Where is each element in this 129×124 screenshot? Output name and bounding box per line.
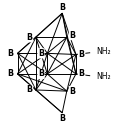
Text: B: B bbox=[79, 69, 85, 78]
Text: B: B bbox=[69, 87, 76, 96]
Text: NH₂: NH₂ bbox=[96, 47, 111, 56]
Text: B: B bbox=[8, 49, 14, 58]
Text: B: B bbox=[27, 33, 33, 42]
Text: B: B bbox=[8, 69, 14, 78]
Text: B: B bbox=[59, 3, 65, 12]
Text: B: B bbox=[38, 49, 44, 58]
Text: B: B bbox=[38, 69, 44, 78]
Text: B: B bbox=[69, 31, 76, 40]
Text: B: B bbox=[79, 50, 85, 59]
Text: NH₂: NH₂ bbox=[96, 72, 111, 81]
Text: B: B bbox=[27, 85, 33, 94]
Text: B: B bbox=[59, 114, 65, 123]
